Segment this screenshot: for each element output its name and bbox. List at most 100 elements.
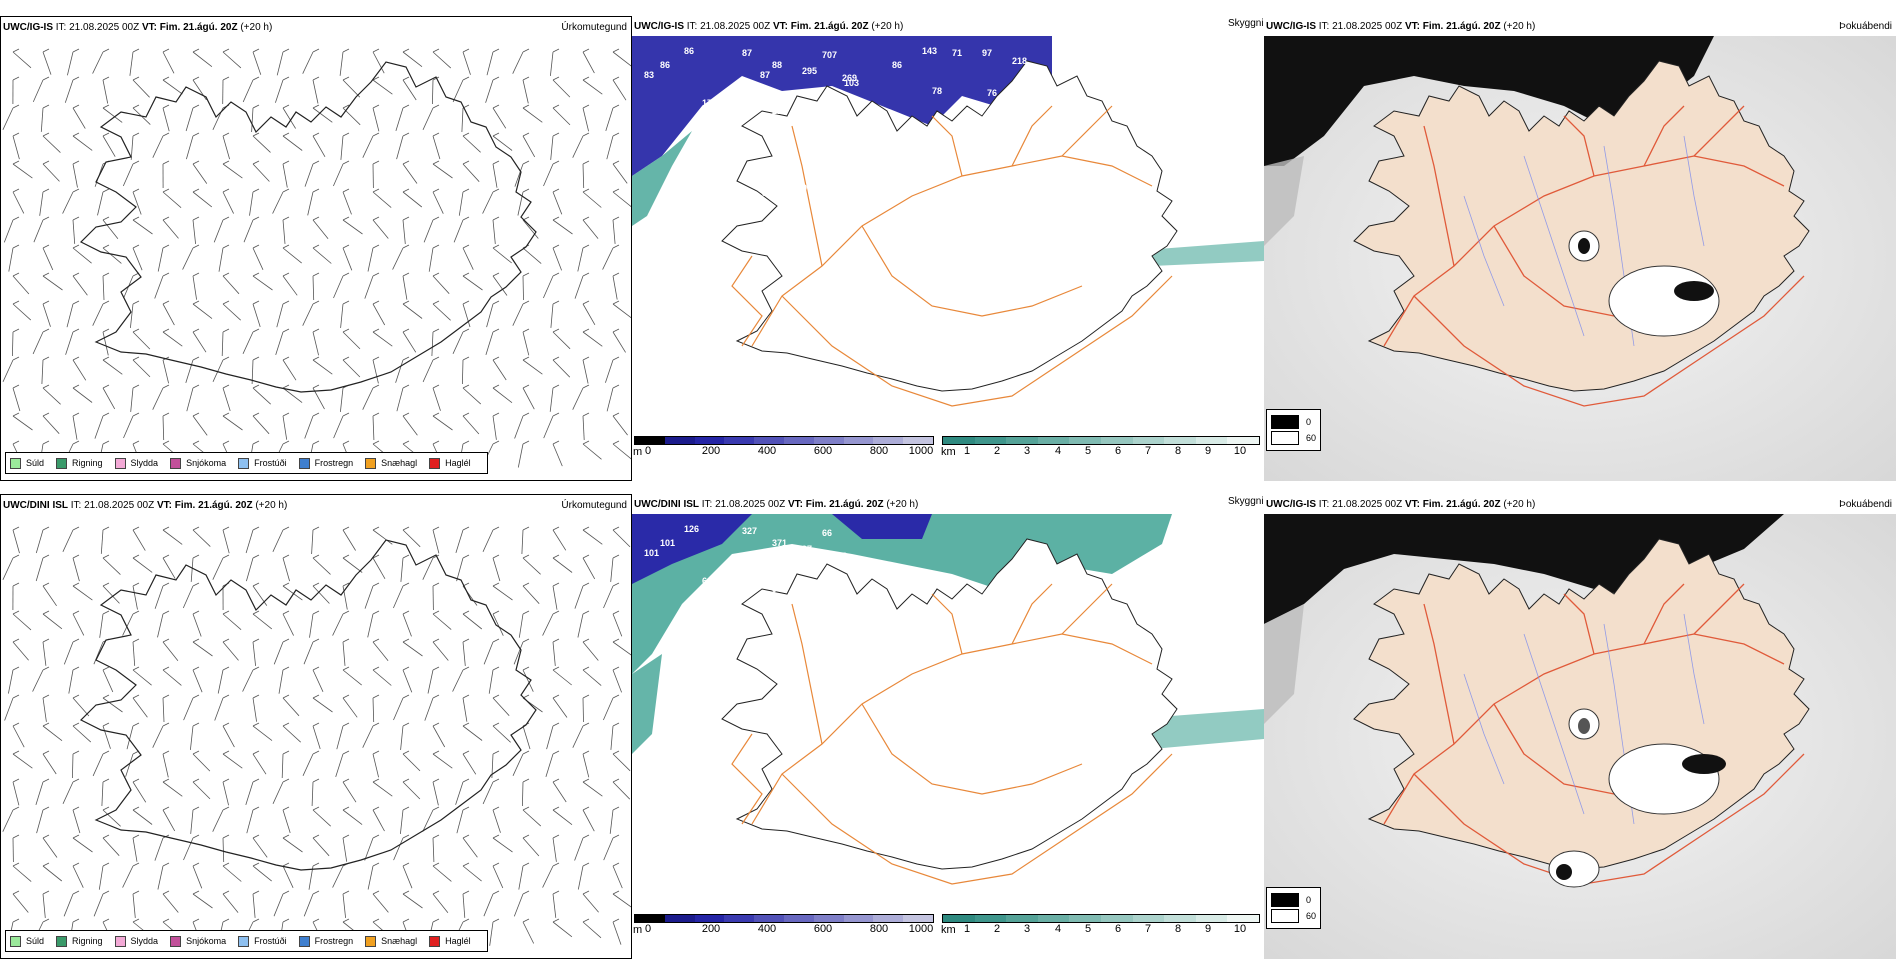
wind-barb-flag [433,779,439,782]
wind-barb [583,164,584,188]
wind-barb-flag [103,441,109,444]
wind-barb-flag [523,329,529,332]
wind-barb [523,136,535,157]
wind-barb [283,838,303,852]
wind-barb [253,136,271,152]
wind-barb [247,810,253,833]
wind-barb [519,866,523,890]
wind-barb-flag [403,385,409,388]
wind-barb-flag [193,751,199,754]
wind-barb [433,726,445,747]
wind-barb-flag [73,77,79,80]
wind-barb-flag [253,273,259,276]
wind-barb [73,838,93,852]
wind-barb-flag [73,611,79,614]
wind-barb [304,894,313,916]
wind-barb-flag [163,751,169,754]
wind-barb [433,388,441,411]
wind-barb [133,894,135,918]
wind-barb-flag [43,77,49,80]
wind-barb [163,304,174,325]
wind-barb [193,276,197,300]
wind-barb-flag [373,583,379,586]
wind-barb [305,164,313,187]
wind-barb [433,614,451,630]
wind-barb [550,52,553,76]
wind-barb-flag [193,583,199,586]
wind-barb [73,108,85,129]
visibility-value-label: 101 [644,548,659,558]
wind-barb-flag [133,105,139,108]
wind-barb-flag [193,695,199,698]
km-colorbar-ticks: 1 2 3 4 5 6 7 8 9 10 [942,923,1260,935]
wind-barb-flag [133,667,139,670]
wind-barb-flag [613,385,619,388]
wind-barb-flag [613,105,619,108]
wind-barb [341,304,343,328]
wind-barb-flag [163,245,169,248]
wind-barb-flag [133,863,139,866]
legend-item: Súld [10,458,44,469]
wind-barb [523,80,528,103]
wind-barb [214,220,223,242]
wind-barb-flag [193,639,199,642]
wind-barb-flag [163,583,169,586]
wind-barb [305,416,313,439]
wind-barb-flag [13,779,19,782]
height-colorbar: m 0 200 400 600 800 1000 [634,436,934,457]
wind-barb-flag [103,611,109,614]
wind-barb-flag [433,189,439,192]
wind-barb-flag [493,583,499,586]
legend-item: Haglél [429,936,471,947]
wind-barb-flag [133,441,139,444]
wind-barb [223,866,241,882]
wind-barb [553,220,573,234]
wind-barb-flag [193,161,199,164]
wind-barb [393,248,403,270]
wind-barb-flag [73,667,79,670]
visibility-value-label: 136 [712,120,727,130]
wind-barb-flag [433,105,439,108]
wind-barb-flag [73,105,79,108]
wind-barb [73,586,92,600]
wind-barb [133,248,142,270]
wind-barb-flag [343,611,349,614]
wind-barb-flag [43,133,49,136]
wind-barb-flag [583,49,589,52]
wind-barb [103,670,113,692]
wind-barb-flag [583,301,589,304]
wind-barb [493,698,509,716]
wind-barb [133,838,137,862]
wind-barb-flag [13,751,19,754]
wind-barb-flag [193,273,199,276]
wind-barb-flag [553,441,559,444]
visibility-value-label: 8 [722,624,727,634]
visibility-value-label: 87 [760,70,770,80]
fog-panel-row2: UWC/IG-IS IT: 21.08.2025 00Z VT: Fim. 21… [1264,494,1896,959]
wind-barb-flag [463,695,469,698]
wind-barb-flag [343,133,349,136]
wind-barb-flag [463,611,469,614]
wind-barb [73,388,92,403]
wind-barb [551,304,553,328]
wind-barb [544,416,553,438]
wind-barb-flag [583,891,589,894]
wind-barb-flag [373,413,379,416]
wind-barb-flag [583,835,589,838]
wind-barb [575,276,583,299]
wind-barb [133,80,150,97]
wind-barb [340,52,343,76]
wind-barb-flag [463,217,469,220]
wind-barb-flag [193,527,199,530]
wind-barb [583,360,588,384]
wind-barb [250,192,254,216]
wind-barb [65,80,73,103]
wind-barb [43,276,63,290]
wind-barb-flag [313,779,319,782]
wind-barb [578,614,583,638]
wind-barb [283,416,287,440]
wind-barb-flag [253,385,259,388]
wind-barb-flag [493,105,499,108]
wind-barb [603,248,613,270]
wind-barb-flag [553,49,559,52]
